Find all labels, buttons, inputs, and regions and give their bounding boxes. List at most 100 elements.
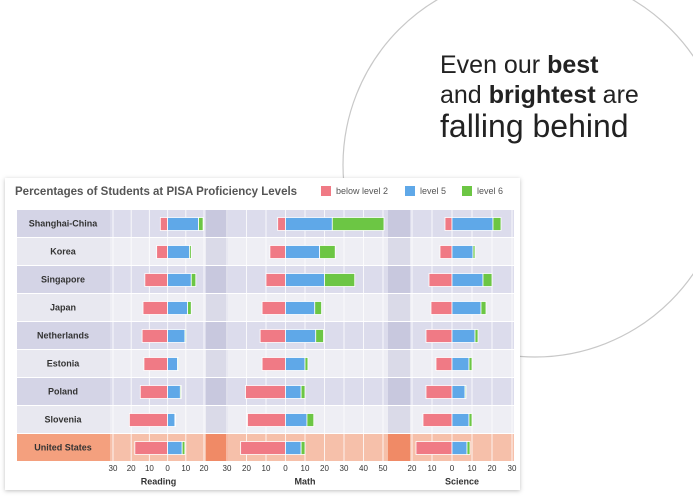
x-tick-label: 10 bbox=[468, 464, 477, 473]
gap-bg bbox=[206, 238, 228, 265]
bar-level-6 bbox=[331, 217, 385, 231]
gap-bg bbox=[388, 350, 410, 377]
bar-below-level-2 bbox=[435, 357, 453, 371]
bar-below-level-2 bbox=[261, 301, 286, 315]
bar-level-5 bbox=[167, 385, 181, 399]
chart: below level 2 level 5 level 6 Shanghai-Chin… bbox=[17, 186, 517, 486]
bar-below-level-2 bbox=[144, 273, 169, 287]
x-tick-label: 10 bbox=[181, 464, 190, 473]
gap-bg bbox=[388, 322, 410, 349]
bar-level-5 bbox=[167, 413, 176, 427]
panel-label: Reading bbox=[141, 476, 177, 486]
bar-level-6 bbox=[472, 245, 476, 259]
bar-below-level-2 bbox=[261, 357, 286, 371]
bar-below-level-2 bbox=[128, 413, 169, 427]
x-tick-label: 20 bbox=[320, 464, 329, 473]
bar-level-6 bbox=[315, 329, 324, 343]
legend-swatch bbox=[321, 186, 331, 196]
x-tick-label: 10 bbox=[145, 464, 154, 473]
row-label-bg bbox=[17, 294, 110, 321]
row-label-bg bbox=[17, 350, 110, 377]
gap-bg bbox=[388, 210, 410, 237]
gap-bg bbox=[206, 322, 228, 349]
bar-level-5 bbox=[285, 441, 302, 455]
bar-below-level-2 bbox=[156, 245, 168, 259]
row-label-bg bbox=[17, 378, 110, 405]
gap-bg bbox=[388, 406, 410, 433]
bar-below-level-2 bbox=[240, 441, 286, 455]
bar-below-level-2 bbox=[439, 245, 453, 259]
bar-below-level-2 bbox=[444, 217, 453, 231]
chart-title: Percentages of Students at PISA Proficie… bbox=[15, 186, 297, 198]
bar-level-5 bbox=[167, 441, 183, 455]
headline-word: brightest bbox=[489, 81, 597, 109]
row-label: Poland bbox=[48, 386, 78, 396]
bar-level-6 bbox=[480, 301, 487, 315]
bar-level-6 bbox=[468, 413, 473, 427]
gap-bg bbox=[206, 266, 228, 293]
x-tick-label: 20 bbox=[488, 464, 497, 473]
bar-below-level-2 bbox=[141, 329, 168, 343]
bar-level-5 bbox=[285, 273, 325, 287]
headline-word: best bbox=[547, 51, 599, 79]
row-label: Slovenia bbox=[44, 414, 82, 424]
x-tick-label: 20 bbox=[242, 464, 251, 473]
headline-line: and brightest are bbox=[440, 81, 639, 109]
bar-level-5 bbox=[285, 413, 308, 427]
row-label: United States bbox=[34, 442, 92, 452]
legend-label: level 5 bbox=[420, 186, 446, 196]
headline-word: Even our bbox=[440, 51, 540, 79]
bar-level-5 bbox=[167, 245, 190, 259]
bar-level-5 bbox=[167, 301, 189, 315]
bar-below-level-2 bbox=[245, 385, 286, 399]
headline-word: are bbox=[603, 81, 639, 109]
x-tick-label: 30 bbox=[340, 464, 349, 473]
bar-below-level-2 bbox=[422, 413, 453, 427]
bar-level-5 bbox=[285, 245, 321, 259]
row-label-bg bbox=[17, 238, 110, 265]
bar-level-5 bbox=[451, 413, 470, 427]
x-tick-label: 10 bbox=[262, 464, 271, 473]
row-label-bg bbox=[17, 322, 110, 349]
bar-level-6 bbox=[466, 441, 471, 455]
bar-level-6 bbox=[198, 217, 204, 231]
legend-swatch bbox=[405, 186, 415, 196]
bar-level-5 bbox=[451, 357, 470, 371]
headline-line: Even our best bbox=[440, 51, 599, 79]
x-tick-label: 40 bbox=[359, 464, 368, 473]
bar-level-5 bbox=[167, 217, 199, 231]
panel-label: Science bbox=[445, 476, 479, 486]
bar-level-6 bbox=[304, 357, 309, 371]
panel-label: Math bbox=[295, 476, 316, 486]
row-label-bg bbox=[17, 406, 110, 433]
x-tick-label: 30 bbox=[508, 464, 517, 473]
x-tick-label: 0 bbox=[283, 464, 288, 473]
x-tick-label: 0 bbox=[165, 464, 170, 473]
row-label-bg bbox=[17, 210, 110, 237]
bar-below-level-2 bbox=[430, 301, 453, 315]
bar-level-5 bbox=[167, 329, 186, 343]
x-tick-label: 30 bbox=[109, 464, 118, 473]
bar-level-5 bbox=[451, 441, 468, 455]
bar-level-5 bbox=[285, 329, 317, 343]
bar-level-6 bbox=[300, 385, 306, 399]
headline-line: falling behind bbox=[440, 108, 629, 144]
bar-below-level-2 bbox=[428, 273, 453, 287]
bar-below-level-2 bbox=[143, 357, 169, 371]
row-label-bg bbox=[17, 434, 110, 461]
row-label-bg bbox=[17, 266, 110, 293]
bar-level-5 bbox=[451, 329, 476, 343]
x-tick-label: 20 bbox=[200, 464, 209, 473]
bar-level-6 bbox=[324, 273, 356, 287]
bar-level-6 bbox=[482, 273, 493, 287]
gap-bg bbox=[206, 378, 228, 405]
bar-level-6 bbox=[189, 245, 192, 259]
bar-level-6 bbox=[184, 329, 187, 343]
bar-below-level-2 bbox=[159, 217, 169, 231]
x-tick-label: 10 bbox=[428, 464, 437, 473]
gap-bg bbox=[388, 294, 410, 321]
row-label: Japan bbox=[50, 302, 76, 312]
gap-bg bbox=[206, 350, 228, 377]
